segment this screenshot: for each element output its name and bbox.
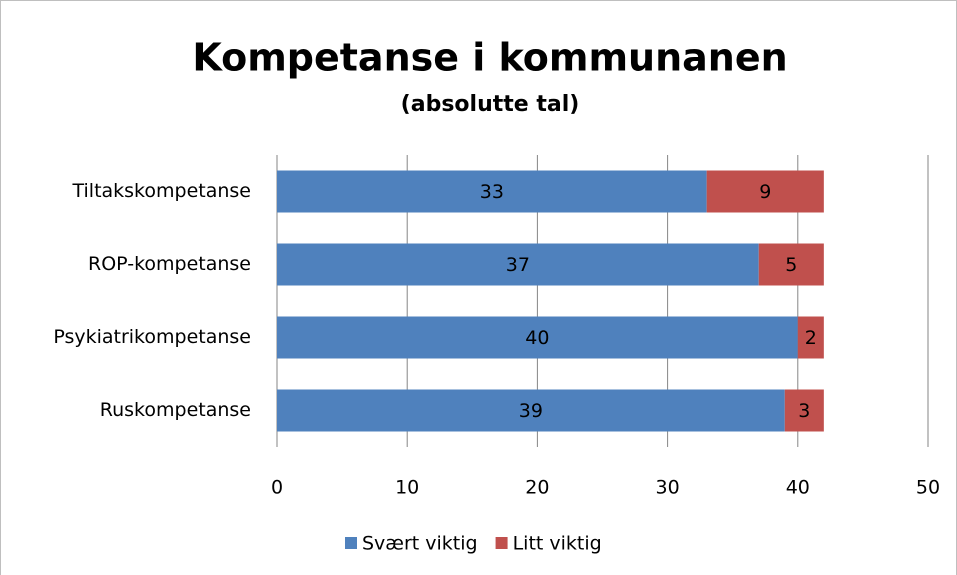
- value-label: 40: [525, 327, 549, 349]
- x-tick-label: 40: [786, 477, 810, 499]
- legend-label: Litt viktig: [513, 533, 602, 555]
- y-tick-label: Tiltakskompetanse: [71, 180, 251, 202]
- legend-label: Svært viktig: [362, 533, 478, 555]
- legend-swatch: [495, 537, 508, 549]
- y-tick-label: Ruskompetanse: [100, 399, 251, 421]
- x-tick-label: 0: [271, 477, 283, 499]
- value-label: 3: [798, 400, 810, 422]
- bar-segment: [277, 243, 759, 286]
- value-label: 2: [805, 327, 817, 349]
- bar-segment: [784, 389, 824, 432]
- chart-subtitle: (absolutte tal): [401, 92, 580, 117]
- bar-segment: [277, 170, 707, 213]
- bar-segment: [277, 316, 798, 359]
- value-label: 37: [506, 254, 530, 276]
- x-tick-label: 50: [916, 477, 940, 499]
- legend-swatch: [345, 537, 357, 549]
- x-tick-label: 30: [656, 477, 680, 499]
- bar-segment: [758, 243, 824, 286]
- x-tick-label: 20: [525, 477, 549, 499]
- bar-segment: [277, 389, 785, 432]
- value-label: 33: [480, 181, 504, 203]
- chart-title: Kompetanse i kommunanen: [192, 36, 787, 80]
- x-tick-label: 10: [395, 477, 419, 499]
- y-tick-label: Psykiatrikompetanse: [53, 326, 251, 348]
- value-label: 39: [519, 400, 543, 422]
- value-label: 9: [759, 181, 771, 203]
- value-label: 5: [785, 254, 797, 276]
- bar-segment: [706, 170, 824, 213]
- y-tick-label: ROP-kompetanse: [88, 253, 251, 275]
- bar-segment: [797, 316, 824, 359]
